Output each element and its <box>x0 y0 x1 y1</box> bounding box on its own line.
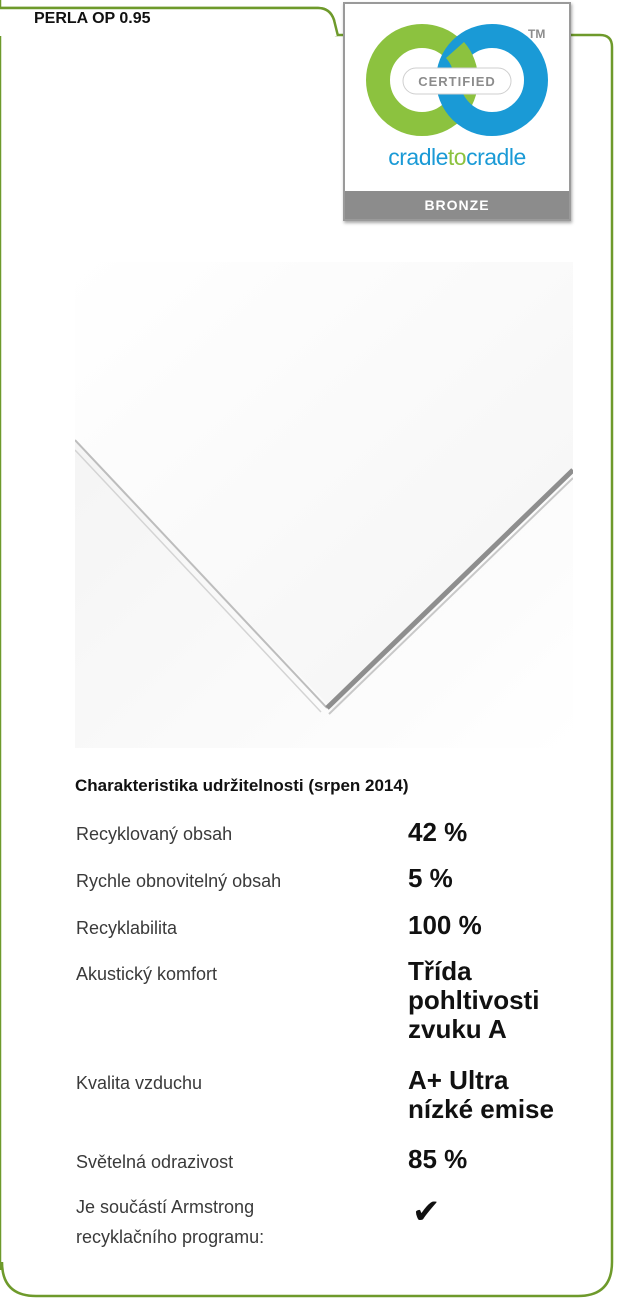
property-value-reflectance: 85 % <box>408 1144 468 1174</box>
property-value-acoustic-line3: zvuku A <box>408 1014 507 1044</box>
property-value-acoustic-line1: Třída <box>408 956 472 986</box>
property-label-acoustic: Akustický komfort <box>76 964 218 984</box>
trademark-mark: TM <box>528 27 545 41</box>
cradle-to-cradle-logo: TM CERTIFIED <box>366 24 548 136</box>
property-value-air-quality-line1: A+ Ultra <box>408 1065 509 1095</box>
property-label-recycling-line2: recyklačního programu: <box>76 1227 265 1247</box>
property-label-recycling-line1: Je součástí Armstrong <box>76 1197 255 1217</box>
ceiling-tile-image <box>75 262 573 748</box>
product-name: PERLA OP 0.95 <box>34 10 151 27</box>
property-label-recyclability: Recyklabilita <box>76 918 178 938</box>
property-label-reflectance: Světelná odrazivost <box>76 1152 234 1172</box>
brand-wordmark: cradletocradle <box>388 144 526 170</box>
property-value-air-quality-line2: nízké emise <box>408 1094 554 1124</box>
sustainability-title: Charakteristika udržitelnosti (srpen 201… <box>75 776 409 795</box>
property-label-air-quality: Kvalita vzduchu <box>76 1073 203 1093</box>
property-value-recycled: 42 % <box>408 817 468 847</box>
property-label-recycled: Recyklovaný obsah <box>76 824 233 844</box>
checkmark-icon: ✔ <box>412 1193 441 1231</box>
certification-badge: TM CERTIFIED cradletocradle BRONZE <box>343 2 571 221</box>
certification-level: BRONZE <box>345 191 569 219</box>
certified-pill <box>402 67 512 95</box>
property-label-renewable: Rychle obnovitelný obsah <box>76 871 282 891</box>
property-value-acoustic-line2: pohltivosti <box>408 985 540 1015</box>
property-value-renewable: 5 % <box>408 863 453 893</box>
property-value-recyclability: 100 % <box>408 910 482 940</box>
tab-fill <box>0 8 338 36</box>
certified-text: CERTIFIED <box>418 74 496 89</box>
